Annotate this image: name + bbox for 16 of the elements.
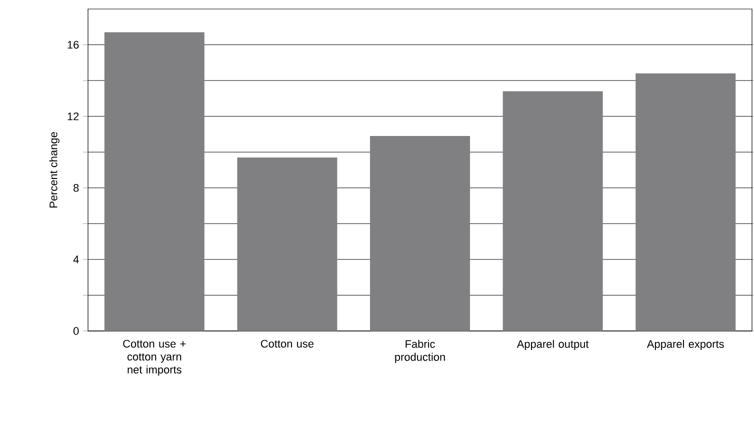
y-tick-label: 4 (73, 256, 79, 264)
bar (237, 157, 338, 331)
y-tick-label: 16 (68, 40, 79, 49)
y-axis-title: Percent change (49, 132, 60, 208)
y-tick-label: 8 (74, 184, 79, 192)
bar (370, 136, 470, 331)
x-tick-label: Apparel output (516, 340, 589, 350)
x-tick-label: Cotton use + cotton yarn net imports (123, 340, 186, 376)
y-tick-label: 0 (73, 327, 79, 335)
y-tick-label: 12 (68, 112, 79, 120)
bar (636, 73, 736, 331)
x-tick-label: Apparel exports (646, 340, 724, 350)
x-tick-label: Fabric production (395, 340, 445, 363)
bar (502, 91, 603, 331)
bar (104, 32, 204, 331)
x-tick-label: Cotton use (260, 340, 314, 348)
